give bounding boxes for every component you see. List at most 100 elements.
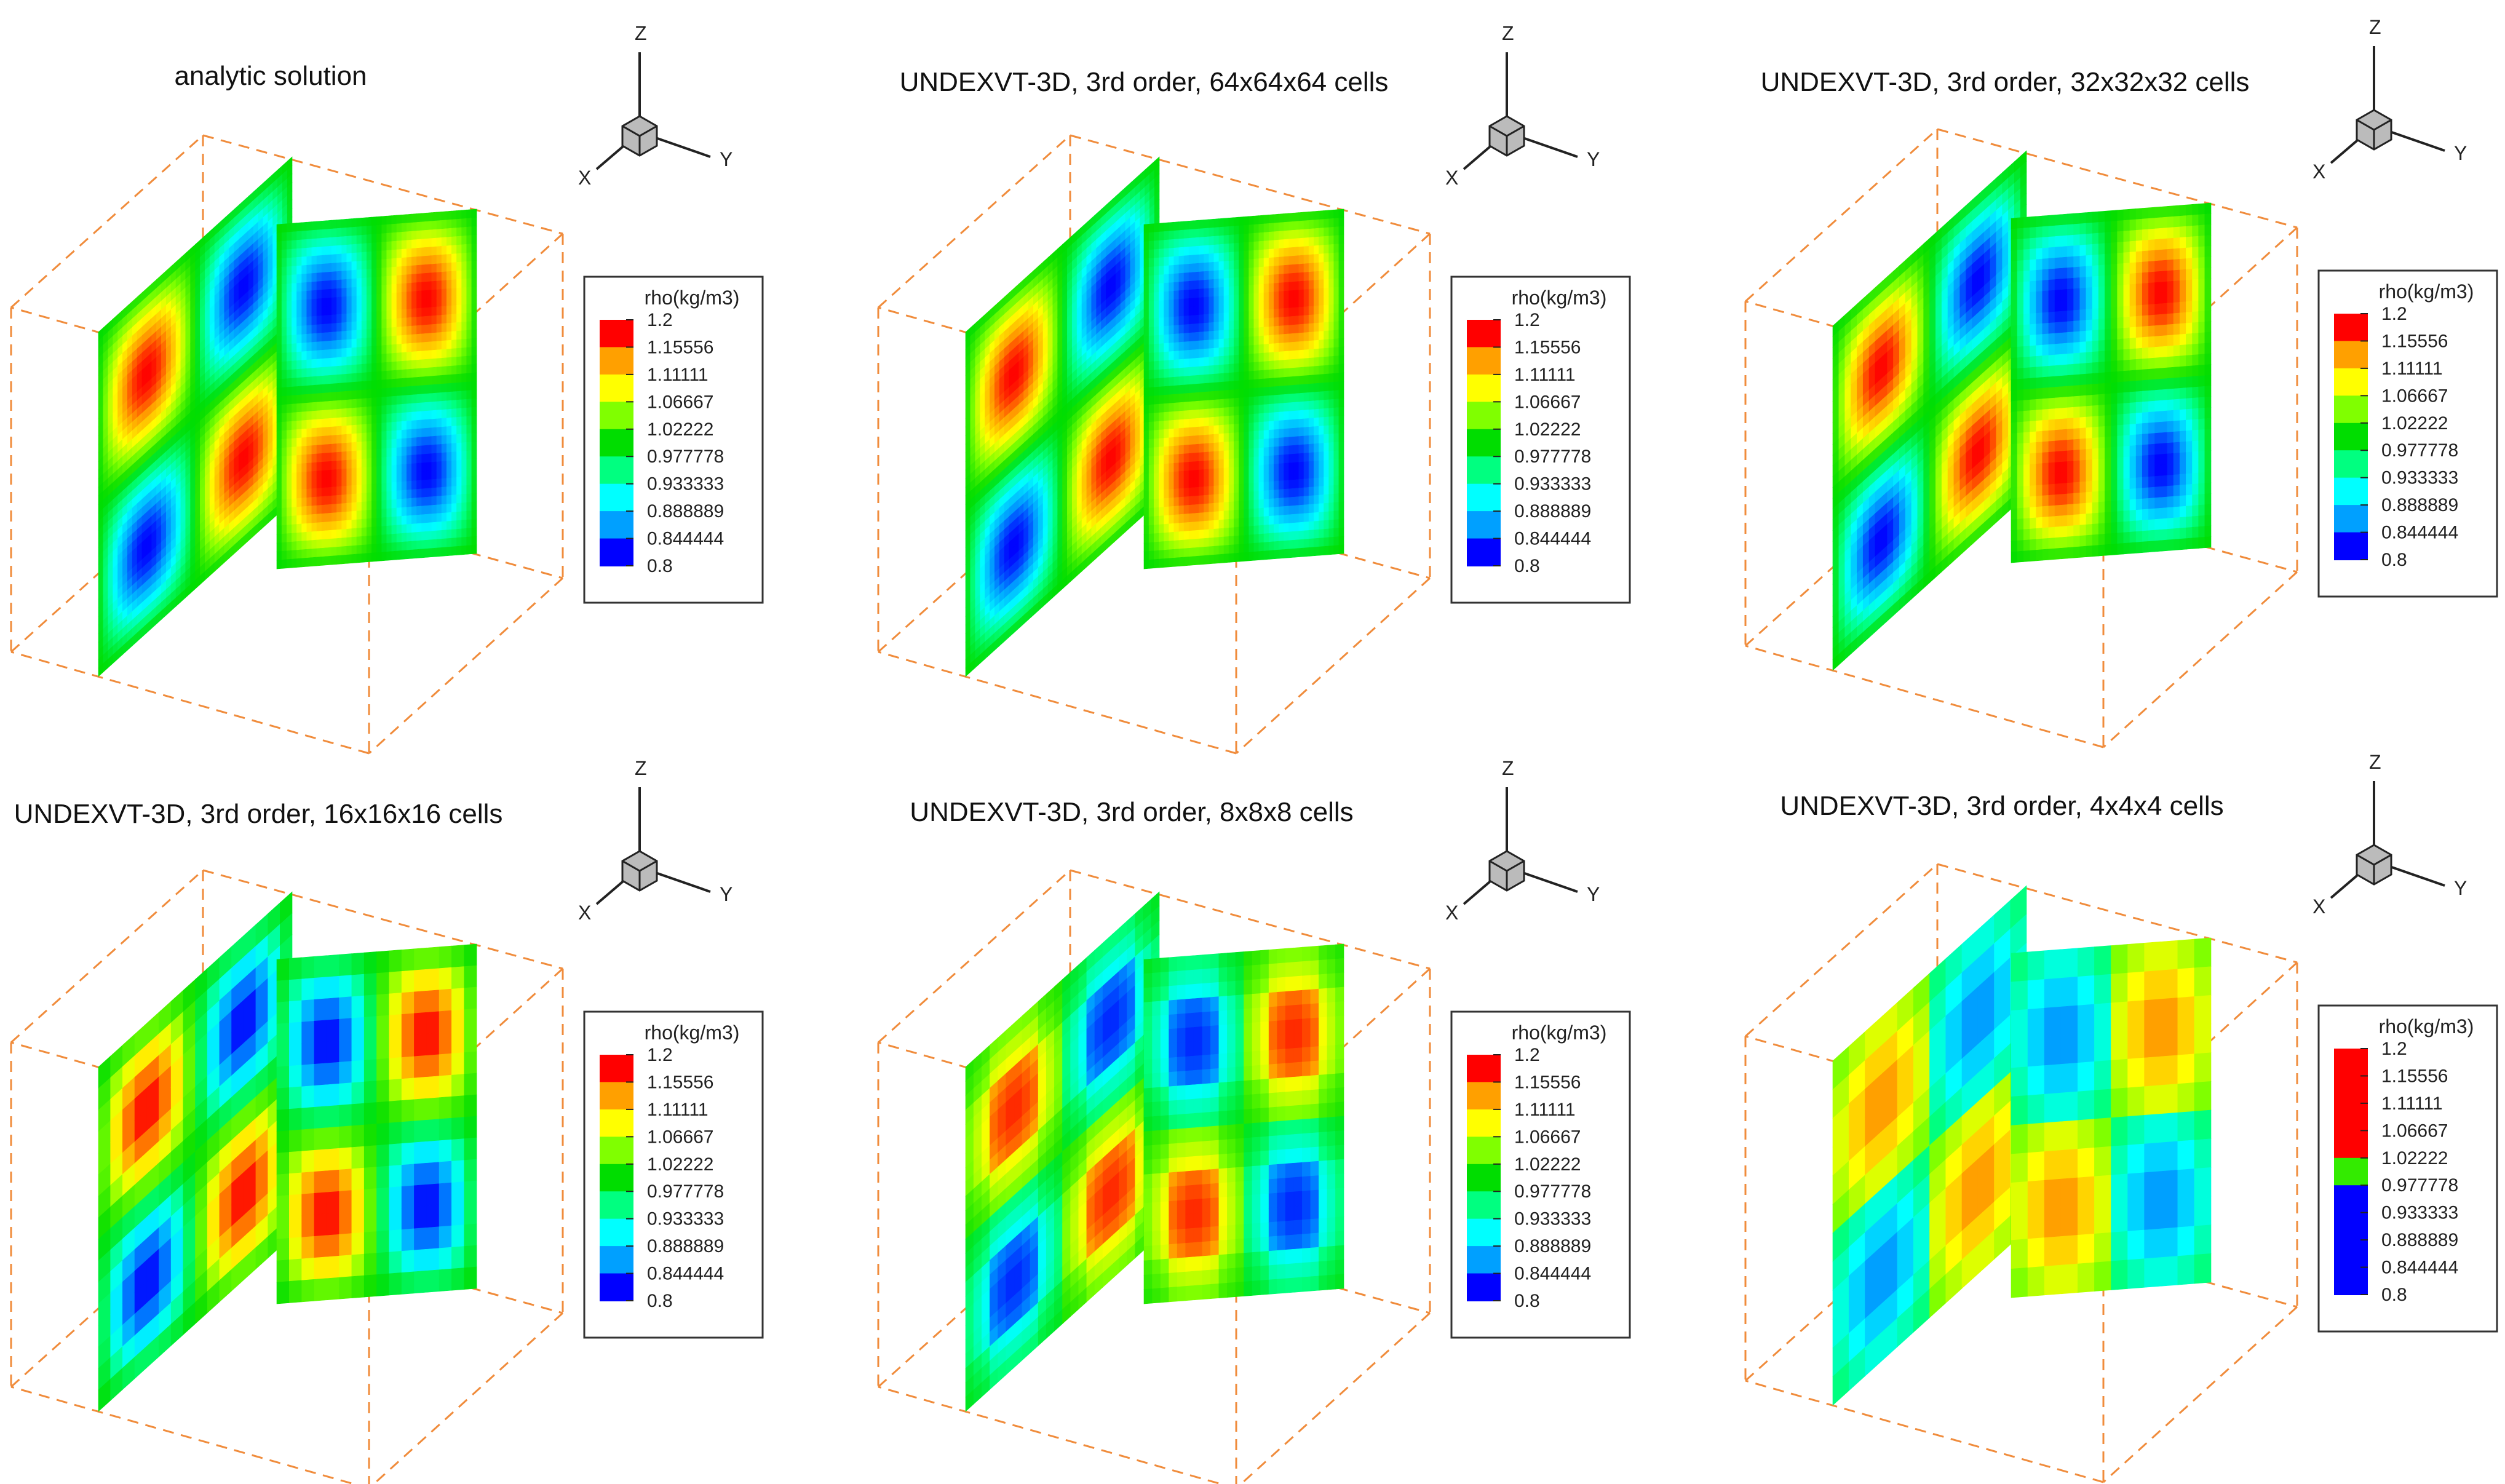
colorbar-band <box>600 320 633 348</box>
colorbar-legend: rho(kg/m3)1.2 1.15556 1.11111 1.06667 1.0222… <box>2317 269 2498 598</box>
colorbar-band <box>1467 1164 1501 1192</box>
slice-plane-1 <box>98 891 293 1412</box>
colorbar-band <box>2334 368 2368 397</box>
colorbar-band <box>2334 314 2368 342</box>
colorbar-band <box>1467 1191 1501 1220</box>
colorbar-legend: rho(kg/m3)1.2 1.15556 1.11111 1.06667 1.0222… <box>583 276 764 604</box>
colorbar-band <box>2334 423 2368 451</box>
colorbar-band <box>2334 1157 2368 1186</box>
colorbar-tick-label: 0.933333 <box>1514 1209 1591 1229</box>
colorbar-band <box>1467 402 1501 430</box>
panel-3: UNDEXVT-3D, 3rd order, 32x32x32 cells Z Y X… <box>1744 16 2498 748</box>
panel-5: UNDEXVT-3D, 3rd order, 8x8x8 cells Z Y Xrho… <box>877 757 1631 1484</box>
colorbar-legend: rho(kg/m3)1.2 1.15556 1.11111 1.06667 1.0222… <box>1450 276 1631 604</box>
axis-label-y: Y <box>2454 877 2467 899</box>
colorbar-band <box>2334 505 2368 533</box>
axis-triad-icon: Z Y X <box>1445 22 1600 189</box>
colorbar-band <box>600 456 633 485</box>
axis-label-y: Y <box>2454 142 2467 164</box>
colorbar-tick-label: 1.06667 <box>647 392 713 412</box>
colorbar-title: rho(kg/m3) <box>645 1022 740 1044</box>
axis-label-x: X <box>578 167 591 189</box>
colorbar-title: rho(kg/m3) <box>2379 280 2474 303</box>
slice-plane-2 <box>276 208 477 569</box>
colorbar-tick-label: 1.02222 <box>1514 419 1581 440</box>
colorbar-band <box>2334 1130 2368 1159</box>
colorbar-band <box>2334 1103 2368 1132</box>
colorbar-tick-label: 1.15556 <box>647 337 713 357</box>
axis-label-x: X <box>1445 167 1458 189</box>
colorbar-tick-label: 0.977778 <box>647 446 724 467</box>
colorbar-tick-label: 0.8 <box>647 556 673 576</box>
colorbar-tick-label: 0.933333 <box>2381 468 2458 488</box>
colorbar-tick-label: 1.2 <box>647 1045 673 1065</box>
slice-plane-1 <box>98 156 293 677</box>
colorbar-tick-label: 0.888889 <box>2381 1230 2458 1250</box>
colorbar-band <box>1467 1055 1501 1083</box>
colorbar-tick-label: 1.02222 <box>2381 413 2448 434</box>
colorbar-title: rho(kg/m3) <box>1512 287 1607 309</box>
panel-title: analytic solution <box>174 61 367 91</box>
slice-plane-2 <box>2011 937 2212 1298</box>
colorbar-tick-label: 0.933333 <box>2381 1203 2458 1223</box>
axis-label-y: Y <box>720 148 732 170</box>
colorbar-tick-label: 0.8 <box>2381 1285 2407 1305</box>
colorbar-tick-label: 1.15556 <box>647 1072 713 1092</box>
colorbar-band <box>2334 1076 2368 1104</box>
colorbar-band <box>600 374 633 403</box>
panel-title: UNDEXVT-3D, 3rd order, 32x32x32 cells <box>1761 67 2250 97</box>
colorbar-band <box>2334 1185 2368 1213</box>
colorbar-band <box>1467 511 1501 539</box>
colorbar-band <box>1467 483 1501 512</box>
colorbar-tick-label: 1.11111 <box>1514 365 1576 385</box>
colorbar-band <box>600 483 633 512</box>
slice-plane-1 <box>965 891 1160 1412</box>
colorbar-tick-label: 1.2 <box>1514 1045 1540 1065</box>
axis-triad-icon: Z Y X <box>2312 751 2467 918</box>
panel-6: UNDEXVT-3D, 3rd order, 4x4x4 cells Z Y Xrho… <box>1744 751 2498 1483</box>
colorbar-tick-label: 1.11111 <box>1514 1100 1576 1120</box>
colorbar-tick-label: 0.844444 <box>1514 529 1591 549</box>
colorbar-band <box>1467 456 1501 485</box>
colorbar-tick-label: 1.11111 <box>2381 1093 2443 1114</box>
axis-label-z: Z <box>1502 757 1514 779</box>
colorbar-tick-label: 0.933333 <box>1514 474 1591 494</box>
colorbar-tick-label: 1.02222 <box>647 419 713 440</box>
colorbar-band <box>600 1246 633 1274</box>
colorbar-band <box>1467 1109 1501 1138</box>
colorbar-tick-label: 1.02222 <box>1514 1154 1581 1175</box>
colorbar-tick-label: 0.8 <box>647 1291 673 1311</box>
panel-4: UNDEXVT-3D, 3rd order, 16x16x16 cells Z Y X… <box>10 757 764 1484</box>
colorbar-band <box>1467 374 1501 403</box>
colorbar-title: rho(kg/m3) <box>1512 1022 1607 1044</box>
colorbar-tick-label: 0.888889 <box>2381 495 2458 515</box>
slice-plane-2 <box>276 943 477 1304</box>
colorbar-tick-label: 1.06667 <box>2381 1121 2448 1141</box>
colorbar-tick-label: 0.888889 <box>1514 501 1591 522</box>
colorbar-tick-label: 0.977778 <box>1514 446 1591 467</box>
colorbar-tick-label: 1.15556 <box>1514 337 1581 357</box>
colorbar-band <box>1467 320 1501 348</box>
colorbar-tick-label: 0.977778 <box>647 1181 724 1202</box>
colorbar-band <box>2334 532 2368 560</box>
colorbar-band <box>600 511 633 539</box>
axis-triad-icon: Z Y X <box>578 757 732 924</box>
axis-label-z: Z <box>635 22 647 44</box>
colorbar-band <box>1467 347 1501 375</box>
colorbar-tick-label: 1.02222 <box>2381 1148 2448 1169</box>
colorbar-tick-label: 1.2 <box>647 310 673 330</box>
colorbar-tick-label: 0.8 <box>2381 550 2407 570</box>
colorbar-band <box>600 1273 633 1301</box>
colorbar-tick-label: 1.06667 <box>647 1127 713 1147</box>
colorbar-tick-label: 1.2 <box>2381 1039 2407 1059</box>
colorbar-band <box>1467 429 1501 458</box>
colorbar-band <box>1467 538 1501 566</box>
panel-title: UNDEXVT-3D, 3rd order, 64x64x64 cells <box>900 67 1389 97</box>
colorbar-band <box>2334 395 2368 424</box>
colorbar-tick-label: 1.06667 <box>1514 392 1581 412</box>
colorbar-tick-label: 0.977778 <box>1514 1181 1591 1202</box>
axis-triad-icon: Z Y X <box>2312 16 2467 183</box>
colorbar-tick-label: 1.06667 <box>2381 386 2448 406</box>
colorbar-band <box>1467 1082 1501 1110</box>
